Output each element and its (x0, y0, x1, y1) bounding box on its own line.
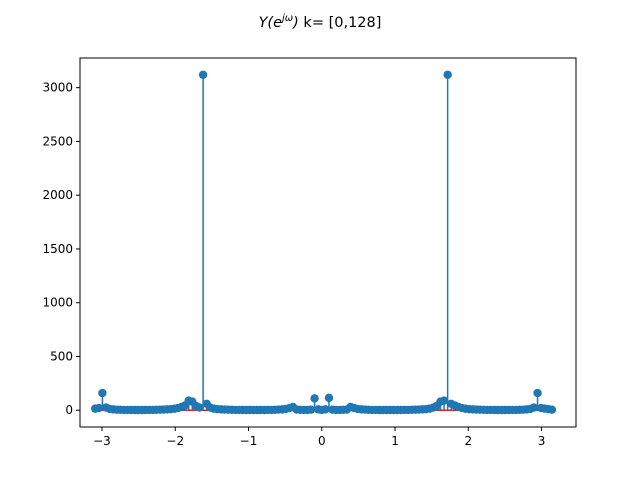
stem-marker (94, 403, 103, 413)
x-tick-label: 2 (464, 434, 472, 448)
x-tick-label: 3 (538, 434, 546, 448)
stem-marker (547, 405, 557, 414)
chart-title-main: Y(e (259, 15, 283, 31)
stem-marker (529, 403, 539, 412)
plot-area (91, 70, 557, 415)
stem-marker (198, 70, 208, 79)
stem-marker (306, 405, 316, 414)
y-tick-label: 0 (65, 403, 73, 417)
chart-title-rest: k= [0,128] (299, 15, 382, 31)
y-tick-label: 1500 (42, 242, 73, 256)
x-tick-label: 1 (391, 434, 399, 448)
markers (91, 70, 557, 415)
y-tick-label: 3000 (42, 81, 73, 95)
y-axis: 0 500 1000 1500 2000 2500 3000 (42, 81, 80, 417)
x-tick-label: 0 (318, 434, 326, 448)
stem-marker (533, 388, 542, 398)
stem-marker (310, 394, 319, 403)
stem-marker (321, 405, 330, 414)
x-axis: −3 −2 −1 0 1 2 3 (93, 427, 545, 448)
stem-marker (443, 70, 452, 79)
chart-title-close: ) (292, 15, 299, 31)
stem-marker (324, 393, 334, 403)
stem-marker (439, 396, 449, 405)
stem-marker (195, 403, 204, 412)
x-tick-label: −3 (93, 434, 111, 448)
y-tick-label: 1000 (42, 296, 73, 310)
y-tick-label: 2000 (42, 188, 73, 202)
axes-frame (79, 57, 577, 428)
y-tick-label: 500 (50, 349, 73, 363)
x-tick-label: −2 (166, 434, 184, 448)
chart-title-superscript: jω (280, 13, 293, 24)
y-tick-label: 2500 (42, 134, 73, 148)
stem-marker (98, 388, 107, 398)
chart-title: Y(ejω) k= [0,128] (259, 13, 382, 31)
x-tick-label: −1 (240, 434, 258, 448)
